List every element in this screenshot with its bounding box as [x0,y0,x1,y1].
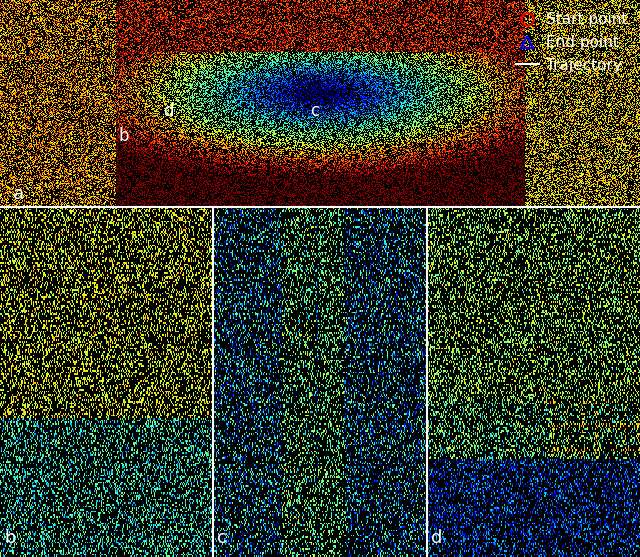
Text: b: b [118,127,129,145]
Legend: Start point, End point, Trajectory: Start point, End point, Trajectory [511,8,632,77]
Text: d: d [163,102,173,120]
Text: c: c [310,102,319,120]
Text: c: c [218,529,227,547]
Text: d: d [431,529,443,547]
Text: b: b [4,529,16,547]
Text: a: a [13,185,24,203]
